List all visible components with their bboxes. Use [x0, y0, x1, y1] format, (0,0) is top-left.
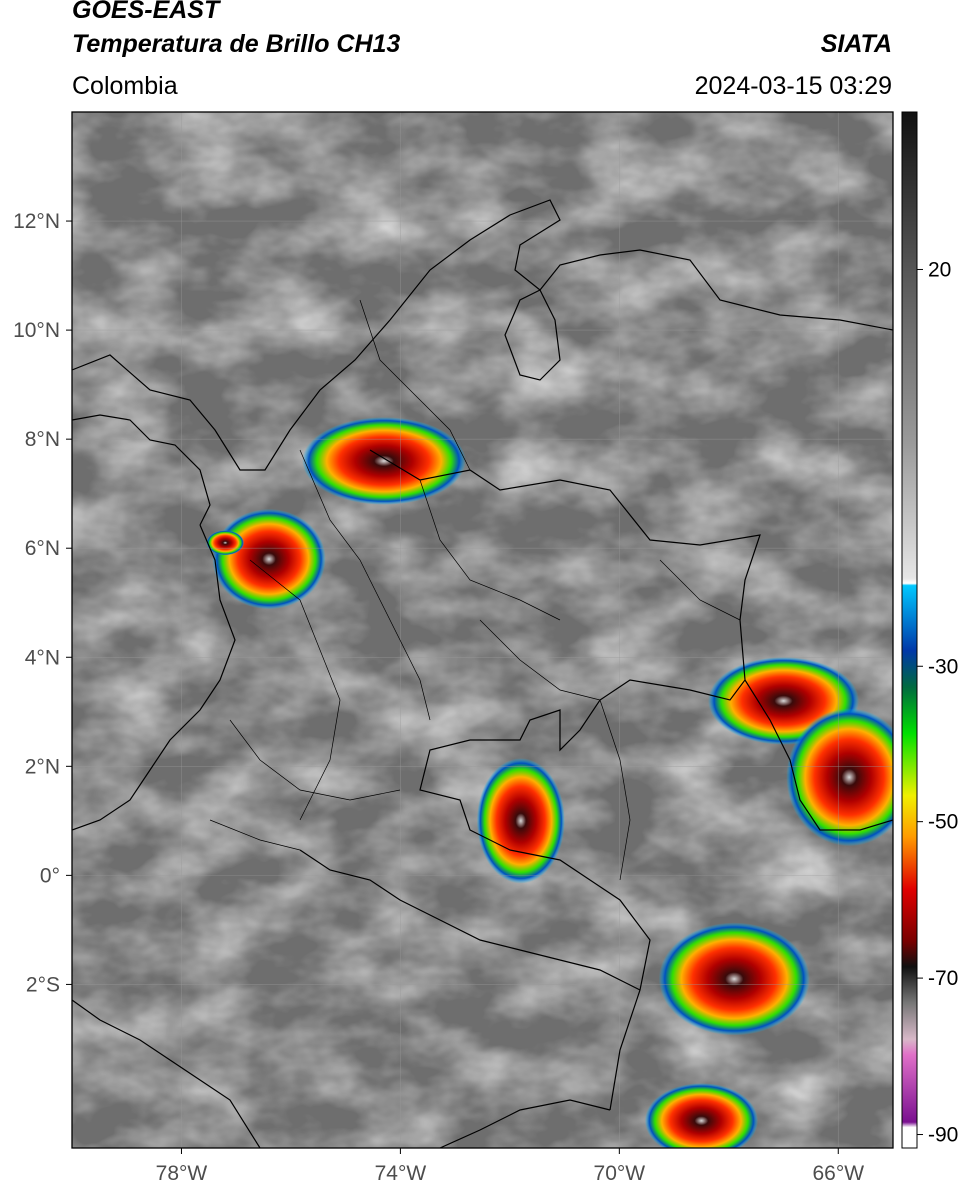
graticule — [72, 112, 893, 1148]
colorbar-tick-label: -70 — [928, 967, 958, 990]
department-line — [229, 719, 401, 801]
storm-cell — [302, 417, 466, 505]
department-line — [209, 819, 301, 851]
lon-tick-label: 74°W — [375, 1162, 427, 1185]
pacific-coast — [72, 524, 236, 831]
ecuador-border — [299, 849, 641, 991]
panama-isthmus — [72, 414, 211, 526]
storm-cell — [476, 758, 565, 884]
department-line — [299, 449, 431, 721]
organization-label: SIATA — [820, 30, 892, 58]
colombia-border-east — [369, 449, 761, 1111]
peru-coast — [72, 999, 261, 1148]
lat-tick-label: 10°N — [13, 319, 60, 342]
department-line — [419, 479, 561, 621]
colorbar — [901, 111, 918, 1149]
colorbar-tick-label: -90 — [928, 1124, 958, 1147]
storm-cell — [212, 508, 326, 610]
lon-tick-label: 66°W — [812, 1162, 864, 1185]
department-line — [659, 559, 741, 621]
lat-tick-label: 8°N — [25, 428, 60, 451]
department-line — [249, 559, 341, 821]
region-label: Colombia — [72, 72, 178, 100]
colorbar-tick-label: -50 — [928, 811, 958, 834]
lat-tick-label: 2°S — [26, 973, 60, 996]
colorbar-tick-label: 20 — [928, 258, 951, 281]
storm-cell — [206, 530, 245, 556]
department-line — [599, 699, 631, 881]
lat-tick-label: 6°N — [25, 537, 60, 560]
product-title: Temperatura de Brillo CH13 — [72, 30, 401, 58]
latitude-ticks: 12°N 10°N 8°N 6°N 4°N 2°N 0° 2°S — [13, 210, 72, 996]
storm-cell — [658, 922, 810, 1036]
map-frame — [71, 111, 894, 1149]
colorbar-tick-label: -30 — [928, 655, 958, 678]
lon-tick-label: 78°W — [156, 1162, 208, 1185]
lat-tick-label: 12°N — [13, 210, 60, 233]
lon-tick-label: 70°W — [594, 1162, 646, 1185]
lat-tick-label: 0° — [40, 864, 60, 887]
department-line — [479, 619, 601, 701]
lat-tick-label: 4°N — [25, 646, 60, 669]
colombia-border-south — [439, 1099, 611, 1148]
caribbean-coast — [72, 199, 893, 471]
storm-cell — [786, 708, 893, 847]
borders-layer — [72, 199, 893, 1148]
departments-layer — [209, 299, 741, 881]
colorbar-ticks: 20 -30 -50 -70 -90 — [917, 258, 958, 1147]
storm-cell — [644, 1083, 759, 1148]
venezuela-brazil-border — [744, 679, 893, 831]
timestamp-label: 2024-03-15 03:29 — [694, 72, 892, 100]
longitude-ticks: 78°W 74°W 70°W 66°W — [156, 1148, 864, 1185]
lat-tick-label: 2°N — [25, 755, 60, 778]
department-line — [359, 299, 471, 471]
satellite-title: GOES-EAST — [72, 0, 220, 24]
maracaibo-lake — [504, 289, 561, 381]
